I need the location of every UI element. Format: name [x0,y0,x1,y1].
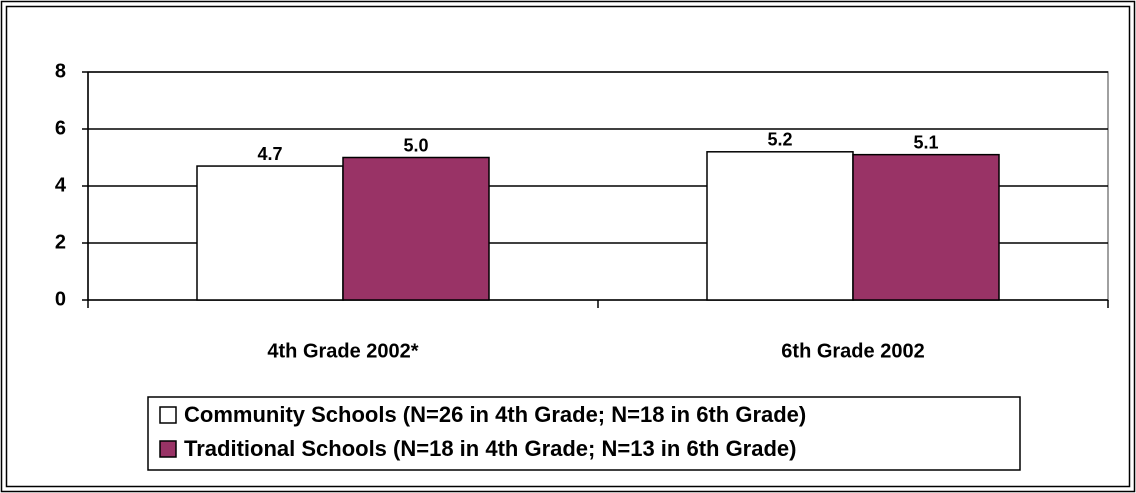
legend-label: Community Schools (N=26 in 4th Grade; N=… [184,402,806,427]
value-label: 5.0 [403,135,428,155]
bar [852,153,1000,301]
legend-swatch [159,440,177,458]
value-label: 5.1 [913,132,938,152]
bar [196,165,344,301]
inner-border [5,5,1131,488]
y-tick-label: 8 [55,60,66,82]
legend-label: Traditional Schools (N=18 in 4th Grade; … [184,436,796,461]
x-tick-label: 4th Grade 2002* [267,340,418,362]
y-tick-label: 6 [55,117,66,139]
y-tick-label: 0 [55,288,66,310]
bar [706,151,854,301]
legend-swatch [159,406,177,424]
bar [342,156,490,301]
y-tick-label: 2 [55,231,66,253]
x-tick-label: 6th Grade 2002 [781,340,924,362]
y-tick-label: 4 [55,174,67,196]
value-label: 4.7 [257,144,282,164]
legend-box [147,396,1021,471]
value-label: 5.2 [767,130,792,150]
